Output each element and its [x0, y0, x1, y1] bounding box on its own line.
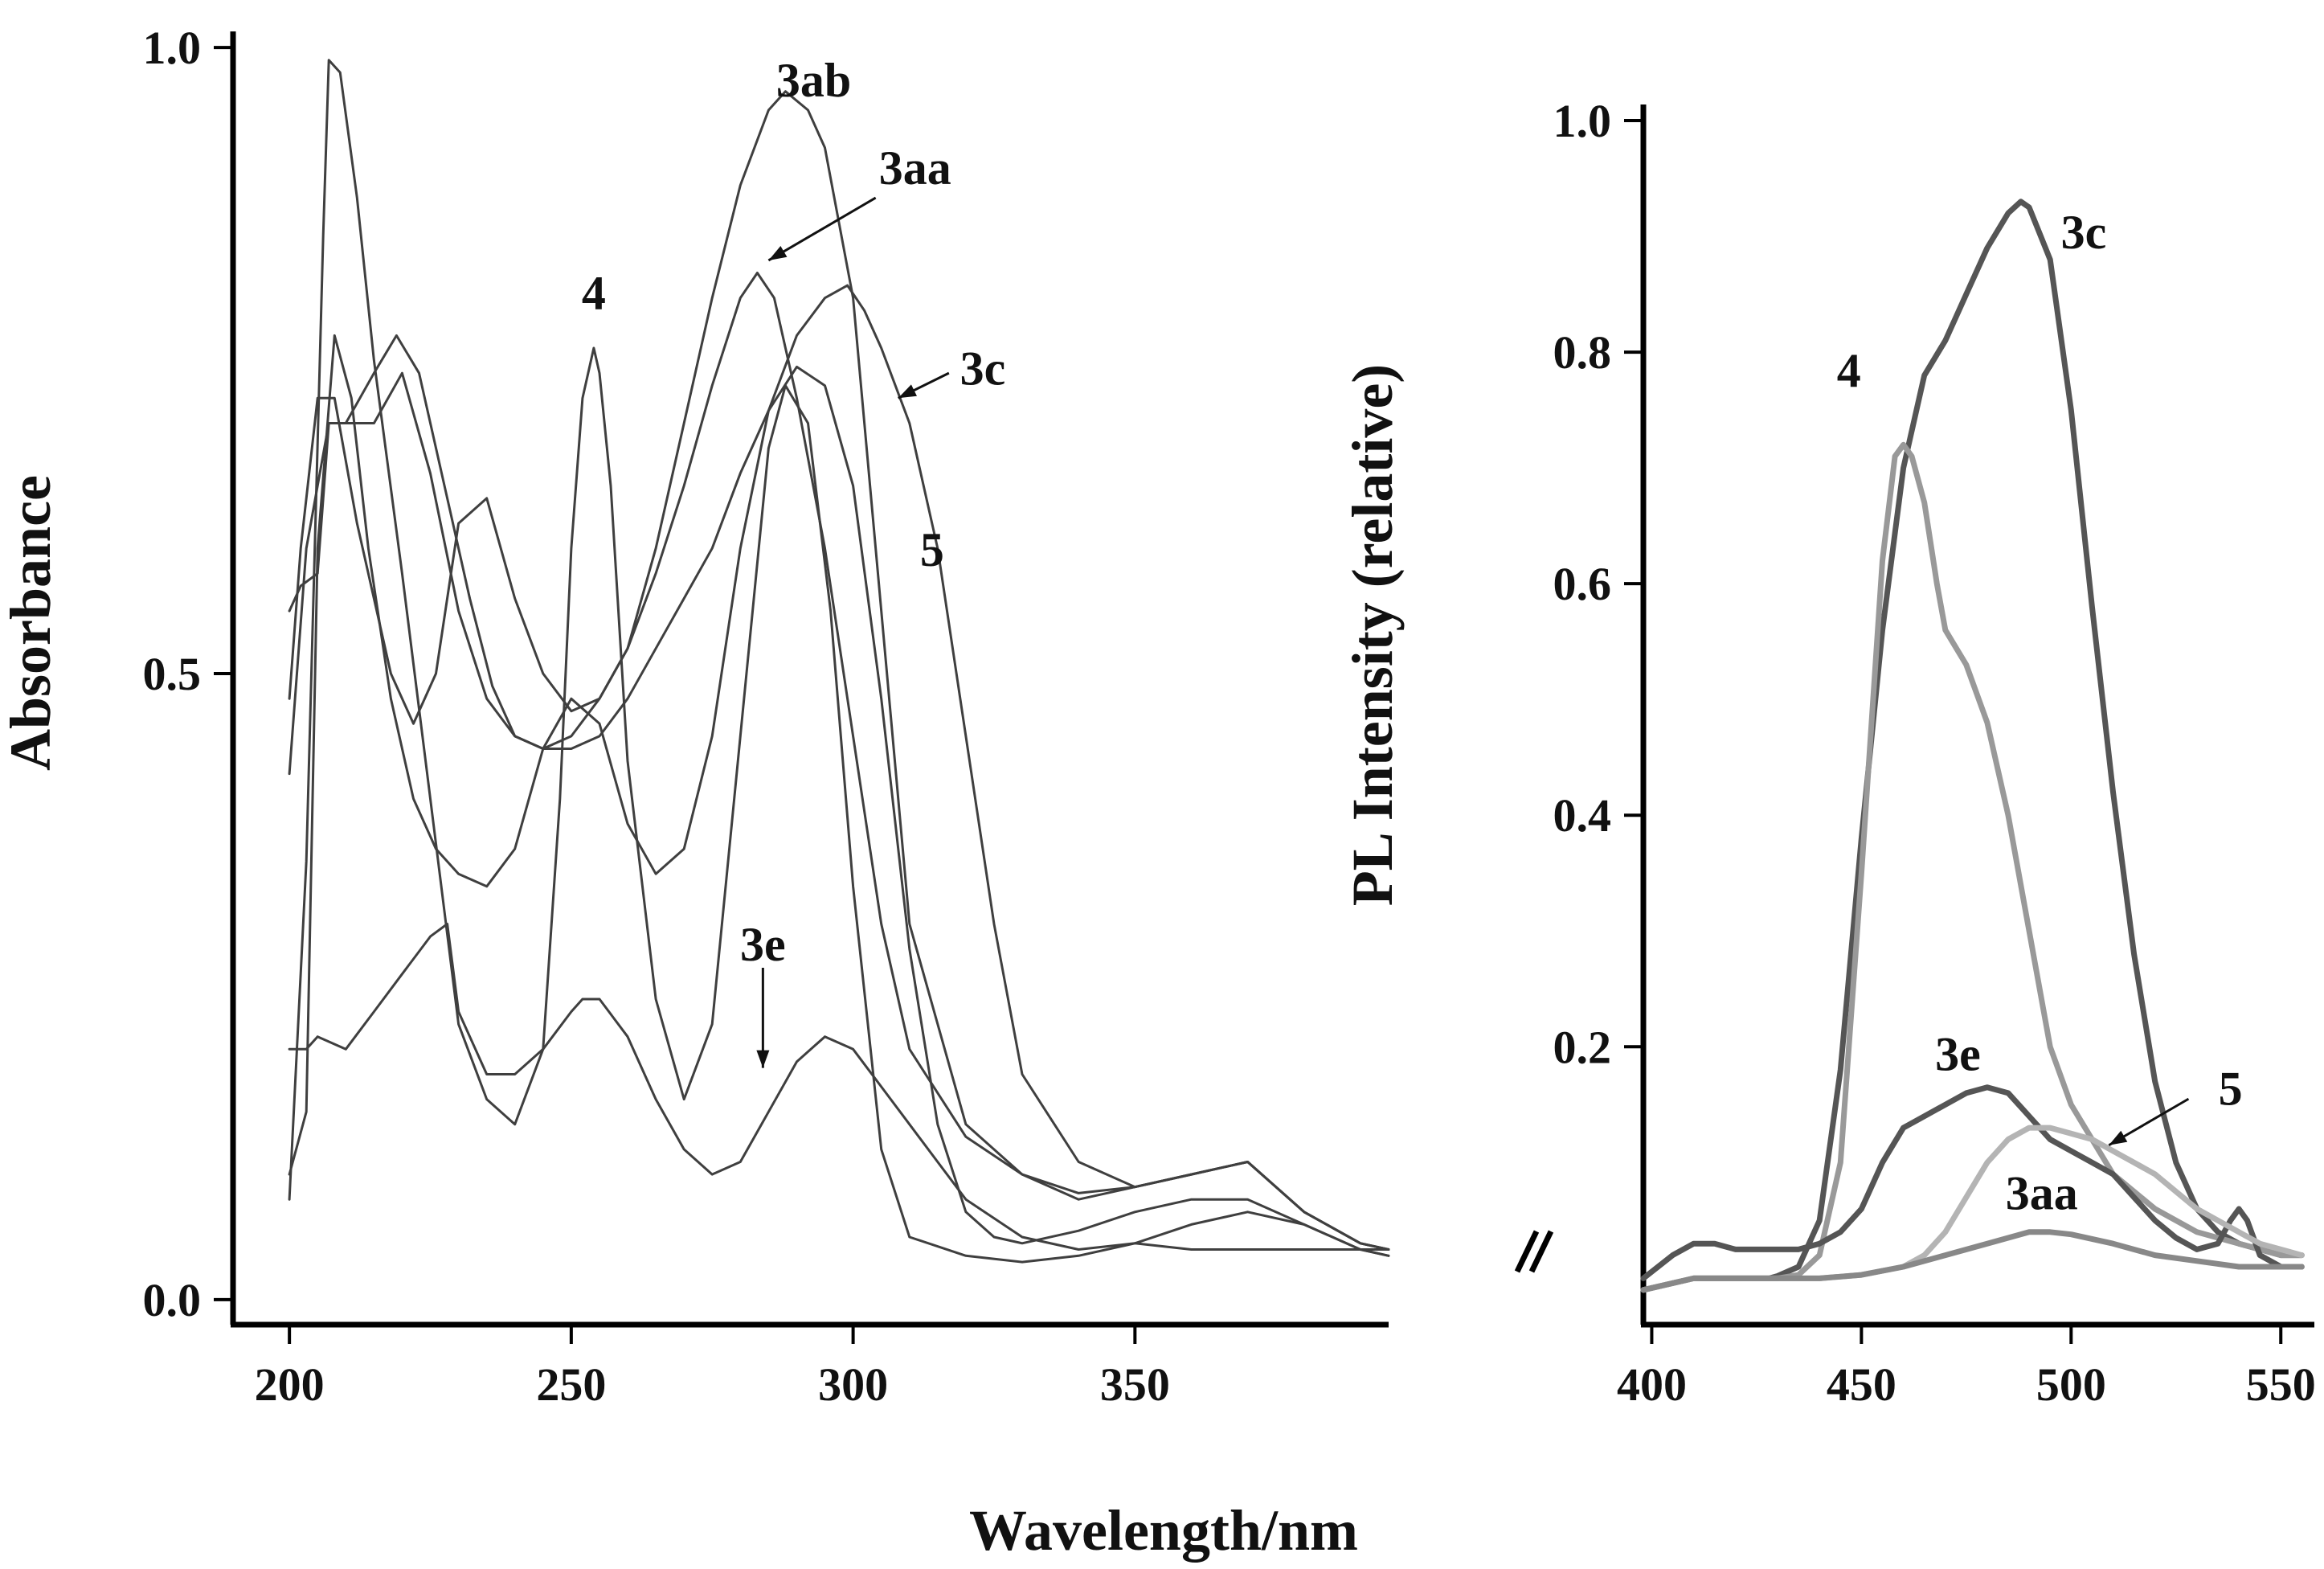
- abs-x-tick-label: 200: [255, 1358, 325, 1411]
- abs-arrow-3aa: [767, 196, 877, 262]
- abs-label-3ab: 3ab: [776, 54, 851, 107]
- pl-x-tick-label: 400: [1617, 1358, 1687, 1411]
- pl-y-axis-title: PL Intensity (relative): [1340, 364, 1405, 907]
- pl-series-3e: [1640, 1084, 2305, 1281]
- pl-series-3c: [1640, 199, 2305, 1293]
- pl-label-3c: 3c: [2061, 206, 2107, 259]
- pl-annotations: 3c 4 3e 5 3aa: [1837, 206, 2243, 1220]
- abs-annotations: 3ab 3aa 4 3c 5 3e: [582, 54, 1005, 1068]
- abs-label-4: 4: [582, 267, 606, 320]
- abs-arrowhead-3c: [898, 384, 917, 399]
- abs-series-3e: [288, 923, 1390, 1257]
- abs-x-tick-label: 350: [1100, 1358, 1170, 1411]
- pl-y-tick-label: 0.2: [1553, 1021, 1612, 1073]
- pl-y-tick-label: 0.6: [1553, 558, 1612, 610]
- pl-x-tick-label: 450: [1827, 1358, 1896, 1411]
- abs-arrowhead-3e: [756, 1050, 770, 1068]
- pl-intensity-chart: 400 450 500 550 0.2 0.4 0.6 0.8 1.0 PL Intensity …: [1340, 95, 2316, 1411]
- absorbance-chart: 200 250 300 350 0.0 0.5 1.0 Absorbance 3ab 3aa 4 3c…: [0, 22, 1390, 1411]
- axis-break-marks: [1514, 1230, 1554, 1273]
- abs-label-5: 5: [920, 523, 944, 576]
- abs-y-tick-label: 0.5: [143, 648, 202, 700]
- pl-y-tick-label: 1.0: [1553, 95, 1612, 147]
- pl-y-tick-label: 0.4: [1553, 789, 1612, 842]
- abs-y-axis-title: Absorbance: [0, 475, 63, 771]
- pl-label-5: 5: [2219, 1063, 2243, 1116]
- abs-x-tick-label: 300: [818, 1358, 888, 1411]
- pl-label-4: 4: [1837, 345, 1861, 398]
- abs-series-group: [288, 59, 1390, 1264]
- pl-series-3aa: [1640, 1229, 2305, 1293]
- pl-arrowhead-5: [2109, 1130, 2128, 1145]
- abs-series-5: [288, 334, 1390, 1257]
- axis-break-slash-left: [1514, 1230, 1540, 1273]
- abs-axes: 200 250 300 350 0.0 0.5 1.0 Absorbance: [0, 22, 1389, 1411]
- x-axis-title: Wavelength/nm: [969, 1498, 1358, 1563]
- pl-x-tick-label: 550: [2246, 1358, 2316, 1411]
- abs-y-tick-label: 1.0: [143, 22, 202, 74]
- abs-y-tick-label: 0.0: [143, 1274, 202, 1326]
- abs-label-3e: 3e: [740, 918, 786, 971]
- axis-break-slash-right: [1528, 1230, 1554, 1273]
- pl-series-5: [1640, 1125, 2305, 1293]
- pl-y-tick-label: 0.8: [1553, 326, 1612, 379]
- pl-axes: 400 450 500 550 0.2 0.4 0.6 0.8 1.0 PL Intensity …: [1340, 95, 2316, 1411]
- abs-series-3c: [288, 284, 1390, 1251]
- pl-label-3e: 3e: [1935, 1028, 1981, 1081]
- pl-label-3aa: 3aa: [2006, 1166, 2078, 1219]
- abs-label-3c: 3c: [960, 342, 1006, 395]
- abs-x-tick-label: 250: [536, 1358, 606, 1411]
- pl-x-tick-label: 500: [2036, 1358, 2106, 1411]
- abs-series-4: [288, 59, 1390, 1264]
- abs-arrowhead-3aa: [768, 245, 788, 260]
- pl-series-group: [1640, 199, 2305, 1293]
- pl-series-4: [1640, 441, 2305, 1293]
- abs-series-3aa: [288, 272, 1390, 1251]
- abs-series-3ab: [288, 90, 1390, 1251]
- abs-label-3aa: 3aa: [879, 141, 951, 195]
